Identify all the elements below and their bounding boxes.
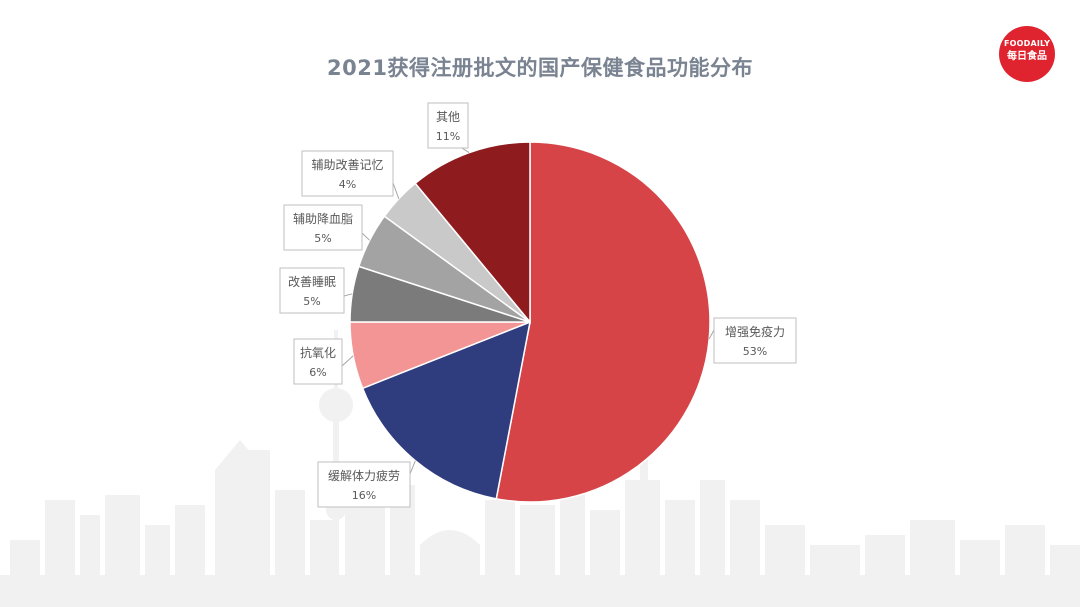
chart-title: 2021获得注册批文的国产保健食品功能分布 (327, 56, 753, 80)
slice-label: 辅助改善记忆 (311, 157, 383, 172)
pie-slices (349, 141, 711, 503)
pie-labels: 增强免疫力 53% 缓解体力疲劳 16% 抗氧化 6% 改善睡眠 5% 辅助降血脂 5% 辅助改善记… (279, 102, 797, 508)
label-box (713, 317, 797, 364)
logo-text-en: FOODAILY (1003, 39, 1051, 48)
leader-line (341, 355, 354, 367)
label-box (317, 461, 411, 508)
pie-slice (495, 141, 711, 503)
slice-label: 其他 (436, 110, 460, 124)
pie-slice (361, 320, 531, 500)
slice-value-label: 11% (436, 130, 460, 143)
slice-value-label: 5% (303, 295, 320, 308)
slice-label: 抗氧化 (300, 345, 336, 360)
slice-label: 增强免疫力 (725, 324, 785, 339)
logo-text-cn: 每日食品 (1007, 51, 1047, 62)
foodaily-logo: FOODAILY 每日食品 (999, 26, 1055, 82)
label-box (301, 150, 394, 197)
label-box (279, 267, 345, 314)
slice-value-label: 5% (314, 232, 331, 245)
leader-line (461, 147, 470, 154)
leader-line (361, 232, 370, 241)
leader-line (409, 460, 416, 475)
leader-line (708, 329, 715, 340)
pie-slice (414, 141, 531, 325)
slice-value-label: 6% (309, 366, 326, 379)
label-box (293, 338, 343, 385)
slice-value-label: 16% (352, 489, 376, 502)
label-box (427, 102, 469, 149)
label-box (283, 204, 363, 251)
slice-label: 改善睡眠 (288, 274, 336, 289)
slice-label: 辅助降血脂 (293, 211, 353, 226)
slice-value-label: 53% (743, 345, 767, 358)
leader-line (343, 293, 353, 297)
slice-value-label: 4% (339, 178, 356, 191)
slice-label: 缓解体力疲劳 (328, 468, 400, 483)
